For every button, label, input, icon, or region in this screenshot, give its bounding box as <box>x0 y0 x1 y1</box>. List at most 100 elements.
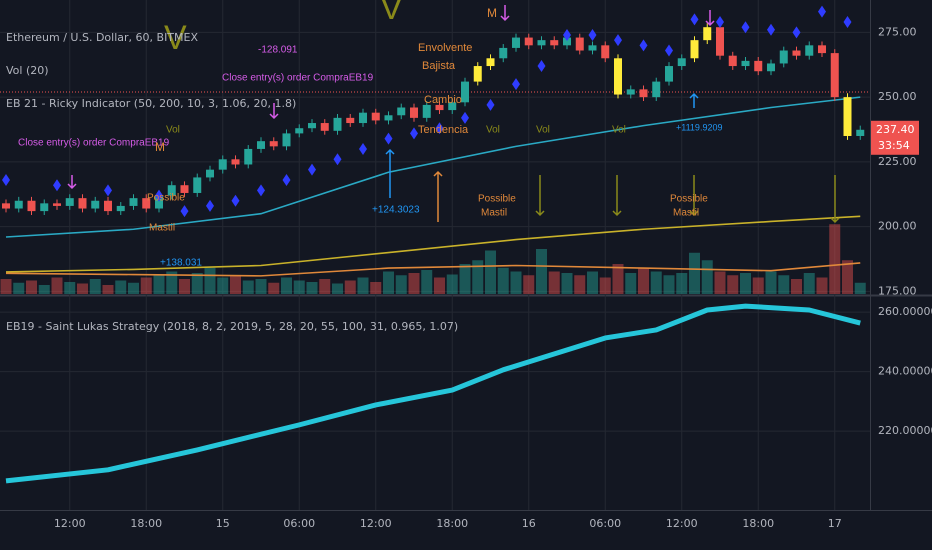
x-tick-label: 15 <box>216 517 230 530</box>
sar-marker <box>384 132 393 145</box>
candle-body <box>512 37 520 48</box>
candle-body <box>767 63 775 72</box>
candle-body <box>652 81 661 98</box>
volume-bar <box>612 264 624 294</box>
sar-marker <box>308 163 316 176</box>
x-tick-label: 12:00 <box>666 517 698 530</box>
candle-body <box>104 200 112 212</box>
candle-body <box>218 159 227 170</box>
candle-body <box>53 203 61 206</box>
annotation: +1119.9209 <box>676 122 722 132</box>
moving-average <box>5 215 861 273</box>
candle-body <box>231 159 240 165</box>
volume-bar <box>153 275 165 294</box>
volume-bar <box>408 273 420 294</box>
volume-bar <box>625 273 637 294</box>
sar-marker <box>282 174 291 187</box>
candle-body <box>244 148 253 165</box>
candle-body <box>422 104 431 118</box>
candle-body <box>435 104 444 111</box>
volume-bar <box>485 250 496 294</box>
volume-bar <box>38 285 50 294</box>
volume-bar <box>740 273 751 294</box>
lines-layer <box>0 91 870 484</box>
candle-body <box>575 37 584 51</box>
volume-bar <box>293 280 305 294</box>
volume-bar <box>64 282 76 294</box>
volume-bar <box>332 283 343 294</box>
sar-marker <box>333 153 342 166</box>
candle-body <box>486 58 495 67</box>
candle-body <box>193 177 202 193</box>
annotation: Tendencia <box>418 124 469 136</box>
sar-marker <box>767 23 775 36</box>
volume-bar <box>510 271 522 294</box>
x-tick-label: 06:00 <box>283 517 315 530</box>
annotation: Vol <box>486 125 500 136</box>
candle-body <box>856 129 865 136</box>
volume-bar <box>357 277 369 294</box>
candle-body <box>410 107 418 118</box>
signal-arrow <box>689 92 699 108</box>
sar-marker <box>155 189 163 202</box>
volume-bar <box>561 273 573 294</box>
candle-body <box>448 102 457 111</box>
volume-bar <box>548 271 560 294</box>
signal-arrow <box>689 175 699 217</box>
sar-marker <box>843 16 852 29</box>
candle-body <box>461 81 469 103</box>
candle-body <box>2 203 10 209</box>
volume-bar <box>319 279 331 294</box>
candle-body <box>690 40 699 59</box>
strategy-line <box>5 303 861 484</box>
volume-bar <box>204 267 216 294</box>
y-tick-label: 240.00000000 <box>878 365 932 378</box>
candle-body <box>601 45 610 59</box>
annotation: Vol <box>166 125 180 136</box>
volume-bar <box>523 275 535 294</box>
sar-marker <box>486 98 495 111</box>
candle-body <box>588 45 597 51</box>
candle-body <box>91 200 100 209</box>
sar-marker <box>53 179 61 192</box>
candle-body <box>295 128 304 134</box>
volume-bar <box>497 267 509 294</box>
sar-marker <box>2 174 10 187</box>
volume-bar <box>650 271 662 294</box>
candle-body <box>155 195 163 209</box>
x-tick-label: 12:00 <box>360 517 392 530</box>
candles-layer <box>2 23 865 215</box>
volume-bar <box>89 279 101 294</box>
volume-bar <box>536 249 547 294</box>
signal-arrow <box>535 175 545 217</box>
candle-body <box>371 112 380 121</box>
candle-body <box>129 198 138 206</box>
signal-arrow <box>67 175 77 190</box>
chart-title: EB19 - Saint Lukas Strategy (2018, 8, 2,… <box>6 320 458 333</box>
volume-bar <box>77 283 88 294</box>
volume-bar <box>472 260 484 294</box>
volume-bar <box>434 277 445 294</box>
annotation: +124.3023 <box>372 205 420 216</box>
candle-body <box>167 185 176 196</box>
y-tick-label: 200.00 <box>878 220 917 233</box>
volume-bar <box>842 260 853 294</box>
candle-body <box>792 50 801 56</box>
volume-bar <box>778 275 790 294</box>
volume-bar <box>599 277 611 294</box>
candle-body <box>308 123 316 129</box>
volume-bar <box>255 279 267 294</box>
volume-bar <box>51 277 63 294</box>
candle-body <box>397 107 406 116</box>
annotation: Mastil <box>149 223 175 234</box>
sar-marker <box>206 199 214 212</box>
candle-body <box>665 66 673 82</box>
x-tick-label: 12:00 <box>54 517 86 530</box>
annotation: Possible <box>478 194 516 205</box>
x-tick-label: 06:00 <box>589 517 621 530</box>
signal-arrow <box>433 170 443 222</box>
sar-marker <box>614 34 622 47</box>
candle-body <box>384 115 393 121</box>
volume-bar <box>701 260 713 294</box>
x-tick-label: 17 <box>828 517 842 530</box>
